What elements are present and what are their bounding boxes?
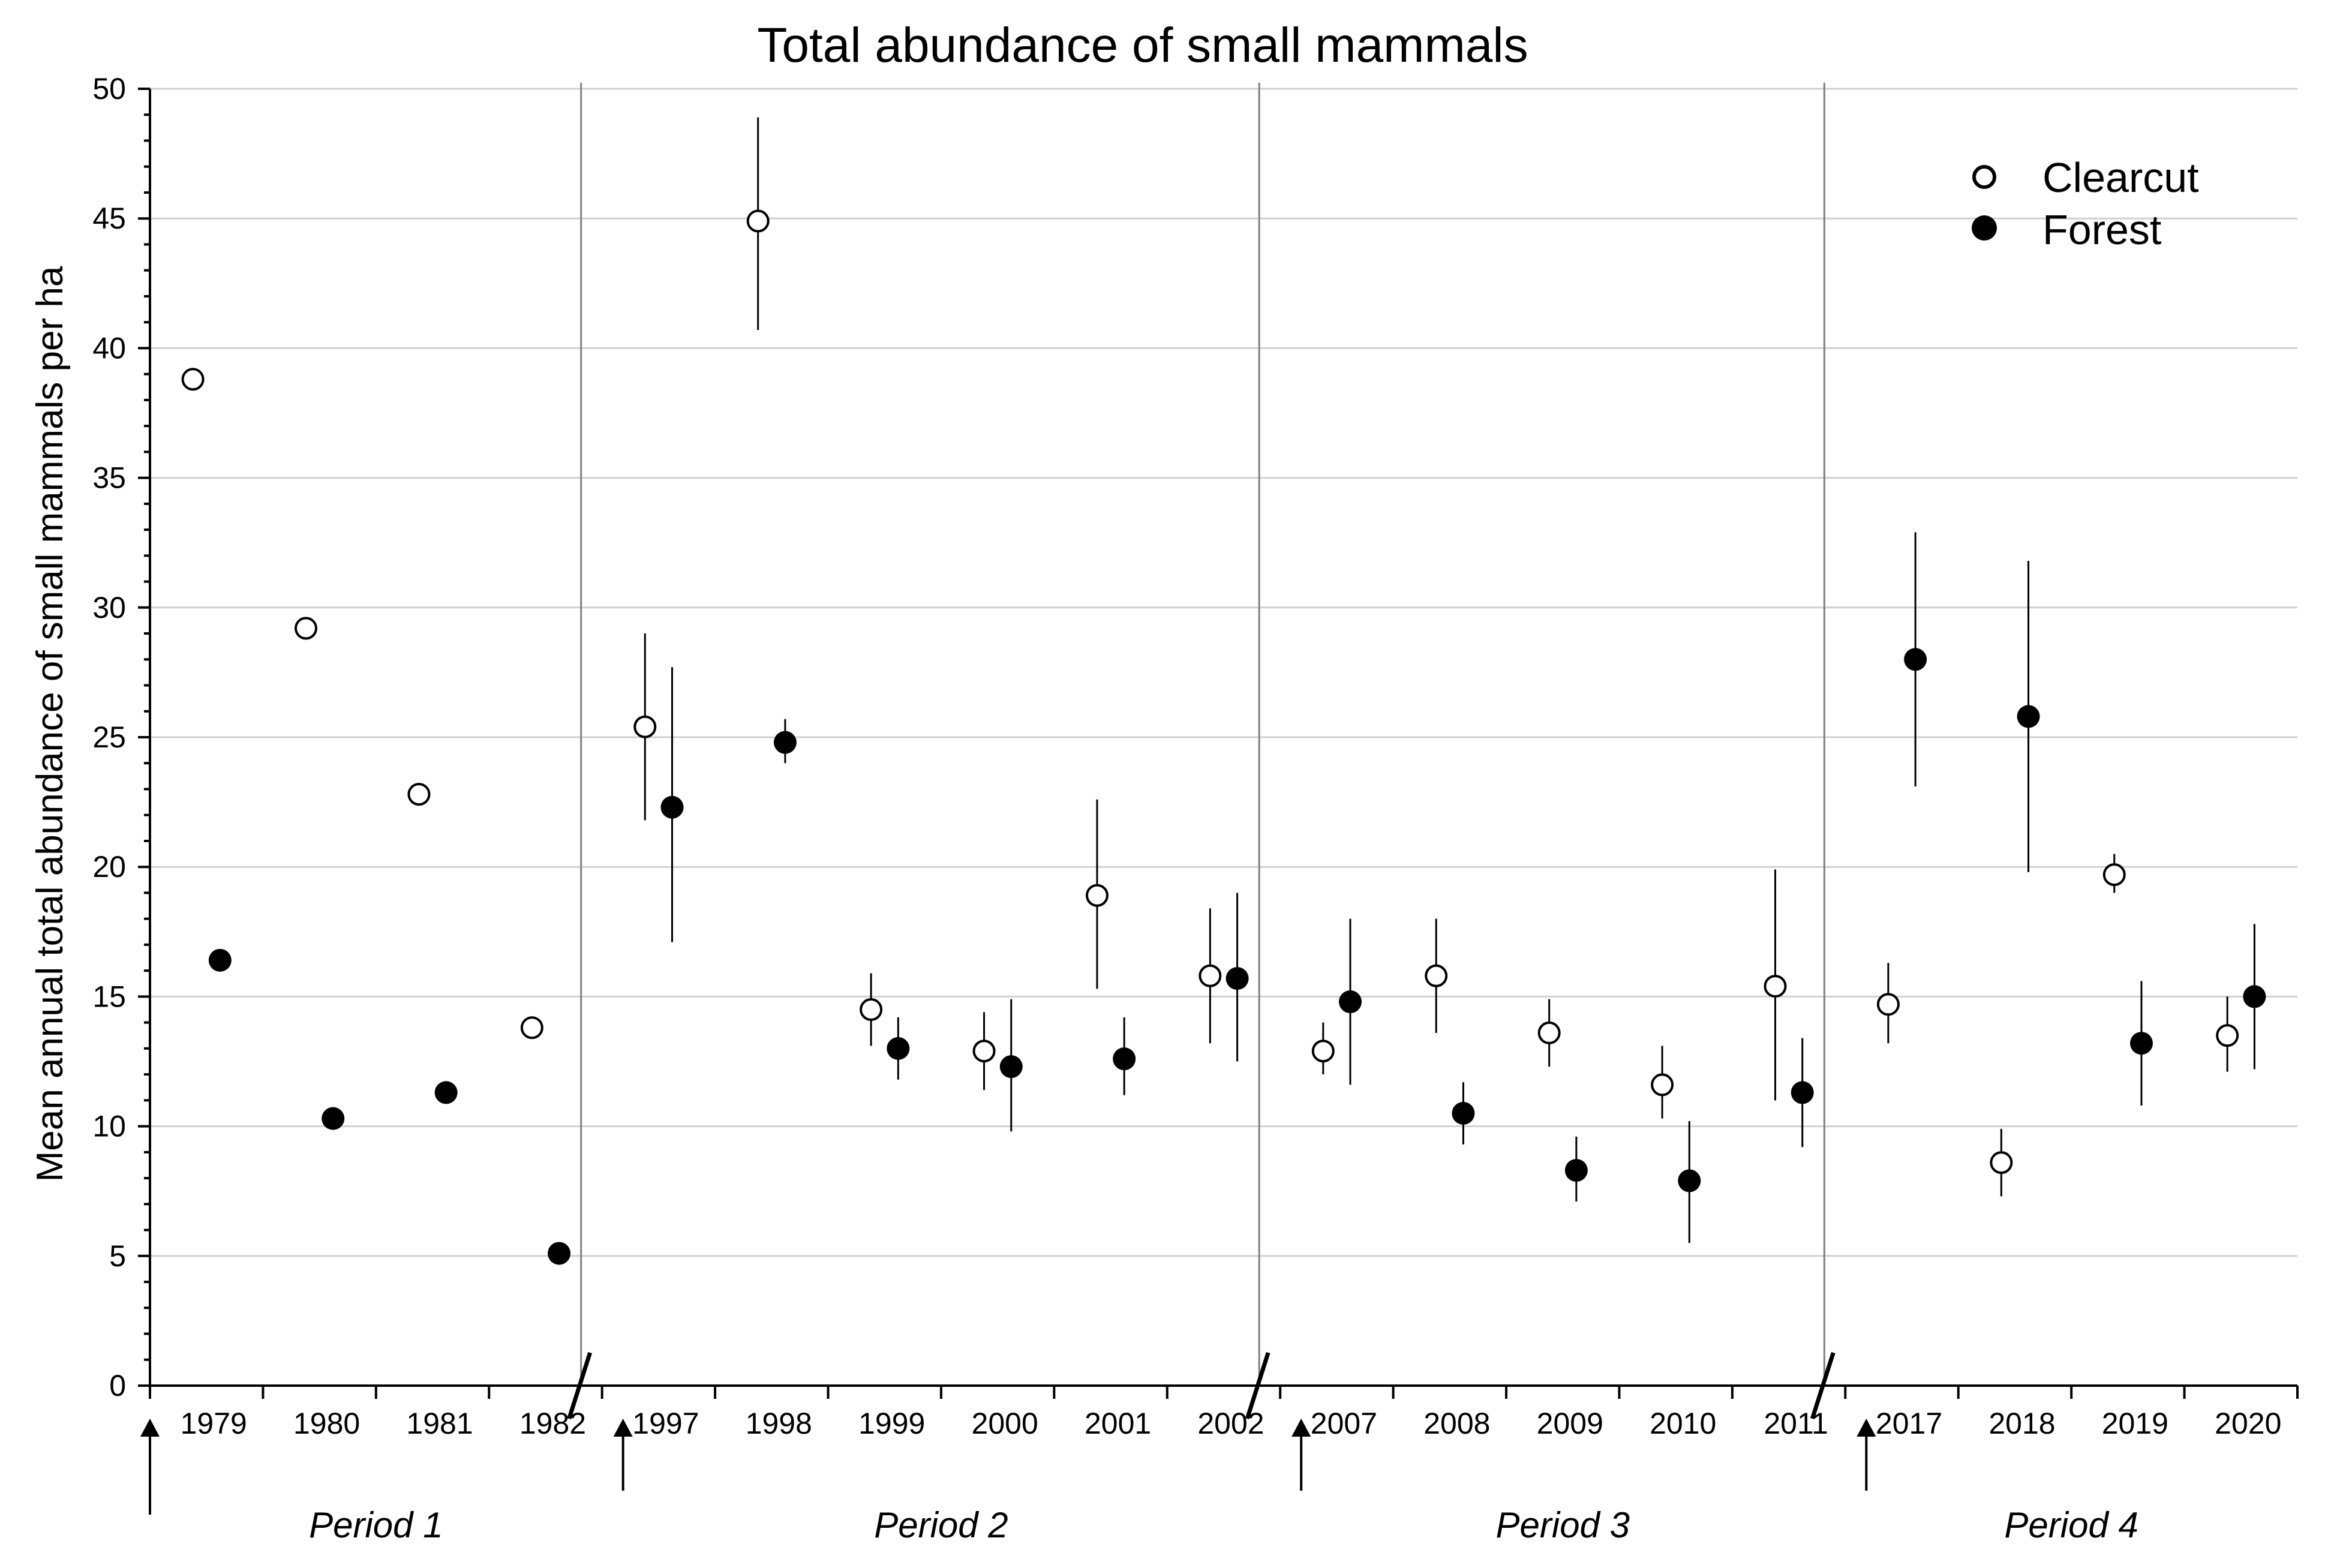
forest-point-2009 [1564, 1159, 1588, 1182]
clearcut-point-2001 [1085, 884, 1109, 907]
x-tick-label-2008: 2008 [1423, 1407, 1490, 1440]
x-tick-label-2018: 2018 [1988, 1407, 2055, 1440]
forest-point-2019 [2129, 1032, 2153, 1055]
y-tick-label-0: 0 [109, 1369, 126, 1402]
harvest-arrow-head-1979 [140, 1419, 160, 1437]
clearcut-point-1998 [746, 209, 770, 233]
x-tick-label-1979: 1979 [181, 1407, 247, 1440]
x-tick-label-1982: 1982 [519, 1407, 586, 1440]
x-tick-label-2019: 2019 [2102, 1407, 2168, 1440]
forest-point-1982 [548, 1242, 571, 1265]
forest-point-2008 [1452, 1101, 1475, 1125]
x-tick-label-2000: 2000 [972, 1407, 1038, 1440]
gridlines [150, 88, 2297, 1257]
harvest-arrow-head-2007 [1291, 1419, 1311, 1437]
clearcut-point-2017 [1876, 993, 1900, 1016]
clearcut-point-2011 [1764, 975, 1787, 998]
y-axis-label: Mean annual total abundance of small mam… [29, 266, 71, 1182]
x-tick-label-1997: 1997 [632, 1407, 699, 1440]
period-labels: Period 1 Period 2 Period 3 Period 4 [309, 1505, 2138, 1545]
forest-point-2010 [1678, 1169, 1701, 1192]
x-axis-ticks: 1979 1980 1981 1982 1997 1998 1999 2000 2001 2002… [149, 1386, 2299, 1440]
chart-title: Total abundance of small mammals [757, 18, 1528, 73]
y-tick-label-20: 20 [92, 850, 126, 884]
y-tick-label-25: 25 [92, 720, 126, 754]
period-label-1: Period 1 [309, 1505, 443, 1545]
legend-clearcut-label: Clearcut [2042, 154, 2199, 201]
legend-forest-label: Forest [2042, 206, 2161, 253]
clearcut-point-2002 [1198, 964, 1222, 987]
clearcut-point-1999 [860, 998, 883, 1022]
forest-point-1999 [887, 1037, 910, 1060]
axes [149, 89, 2297, 1398]
clearcut-point-1979 [181, 368, 205, 391]
y-tick-label-5: 5 [109, 1239, 126, 1273]
legend-forest-marker [1972, 215, 1997, 241]
x-tick-label-1998: 1998 [746, 1407, 812, 1440]
y-tick-label-50: 50 [92, 72, 126, 106]
data-points [181, 209, 2266, 1265]
forest-point-2017 [1904, 648, 1927, 671]
x-tick-label-1999: 1999 [858, 1407, 925, 1440]
y-tick-label-30: 30 [92, 591, 126, 624]
y-tick-label-10: 10 [92, 1110, 126, 1143]
forest-point-2002 [1225, 967, 1249, 990]
x-tick-label-2007: 2007 [1311, 1407, 1377, 1440]
harvest-arrow-head-2017 [1857, 1419, 1876, 1437]
period-label-2: Period 2 [874, 1505, 1008, 1545]
legend-clearcut-marker [1972, 165, 1996, 189]
clearcut-point-2008 [1425, 964, 1448, 987]
clearcut-point-2019 [2102, 863, 2126, 887]
x-tick-label-2001: 2001 [1085, 1407, 1151, 1440]
forest-point-1979 [208, 948, 232, 972]
forest-point-2018 [2017, 705, 2040, 728]
x-tick-label-1981: 1981 [406, 1407, 473, 1440]
clearcut-point-2010 [1651, 1073, 1674, 1097]
clearcut-point-1981 [407, 783, 431, 806]
x-tick-label-1980: 1980 [293, 1407, 360, 1440]
harvest-arrow-head-1997 [613, 1419, 633, 1437]
forest-point-1981 [434, 1081, 458, 1104]
x-tick-label-2010: 2010 [1650, 1407, 1716, 1440]
y-tick-label-15: 15 [92, 980, 126, 1013]
forest-point-2020 [2243, 985, 2266, 1008]
clearcut-point-2000 [972, 1040, 996, 1063]
clearcut-point-2020 [2216, 1024, 2239, 1047]
legend: Clearcut Forest [1972, 154, 2199, 253]
clearcut-point-2018 [1990, 1151, 2013, 1175]
x-tick-label-2017: 2017 [1876, 1407, 1942, 1440]
forest-point-2000 [999, 1055, 1023, 1079]
y-axis-ticks: 0 5 10 15 20 25 30 35 40 45 50 [92, 72, 150, 1402]
forest-point-1997 [660, 795, 684, 819]
y-tick-label-40: 40 [92, 331, 126, 365]
error-bars [644, 117, 2255, 1243]
x-tick-label-2011: 2011 [1764, 1407, 1828, 1440]
forest-point-2007 [1339, 990, 1362, 1014]
x-tick-label-2002: 2002 [1197, 1407, 1264, 1440]
period-label-4: Period 4 [2004, 1505, 2138, 1545]
period-dividers [567, 83, 1836, 1420]
x-tick-label-2009: 2009 [1537, 1407, 1603, 1440]
period-label-3: Period 3 [1496, 1505, 1630, 1545]
clearcut-point-2007 [1311, 1040, 1335, 1063]
forest-point-2011 [1791, 1081, 1814, 1104]
clearcut-point-1980 [295, 617, 318, 640]
y-tick-label-35: 35 [92, 461, 126, 495]
harvest-arrows [140, 1419, 1876, 1515]
x-tick-label-2020: 2020 [2215, 1407, 2281, 1440]
y-tick-label-45: 45 [92, 202, 126, 235]
clearcut-point-1982 [520, 1016, 543, 1040]
clearcut-point-1997 [633, 715, 657, 738]
forest-point-2001 [1113, 1047, 1136, 1071]
forest-point-1998 [773, 731, 797, 754]
clearcut-point-2009 [1537, 1021, 1561, 1044]
forest-point-1980 [322, 1107, 345, 1130]
